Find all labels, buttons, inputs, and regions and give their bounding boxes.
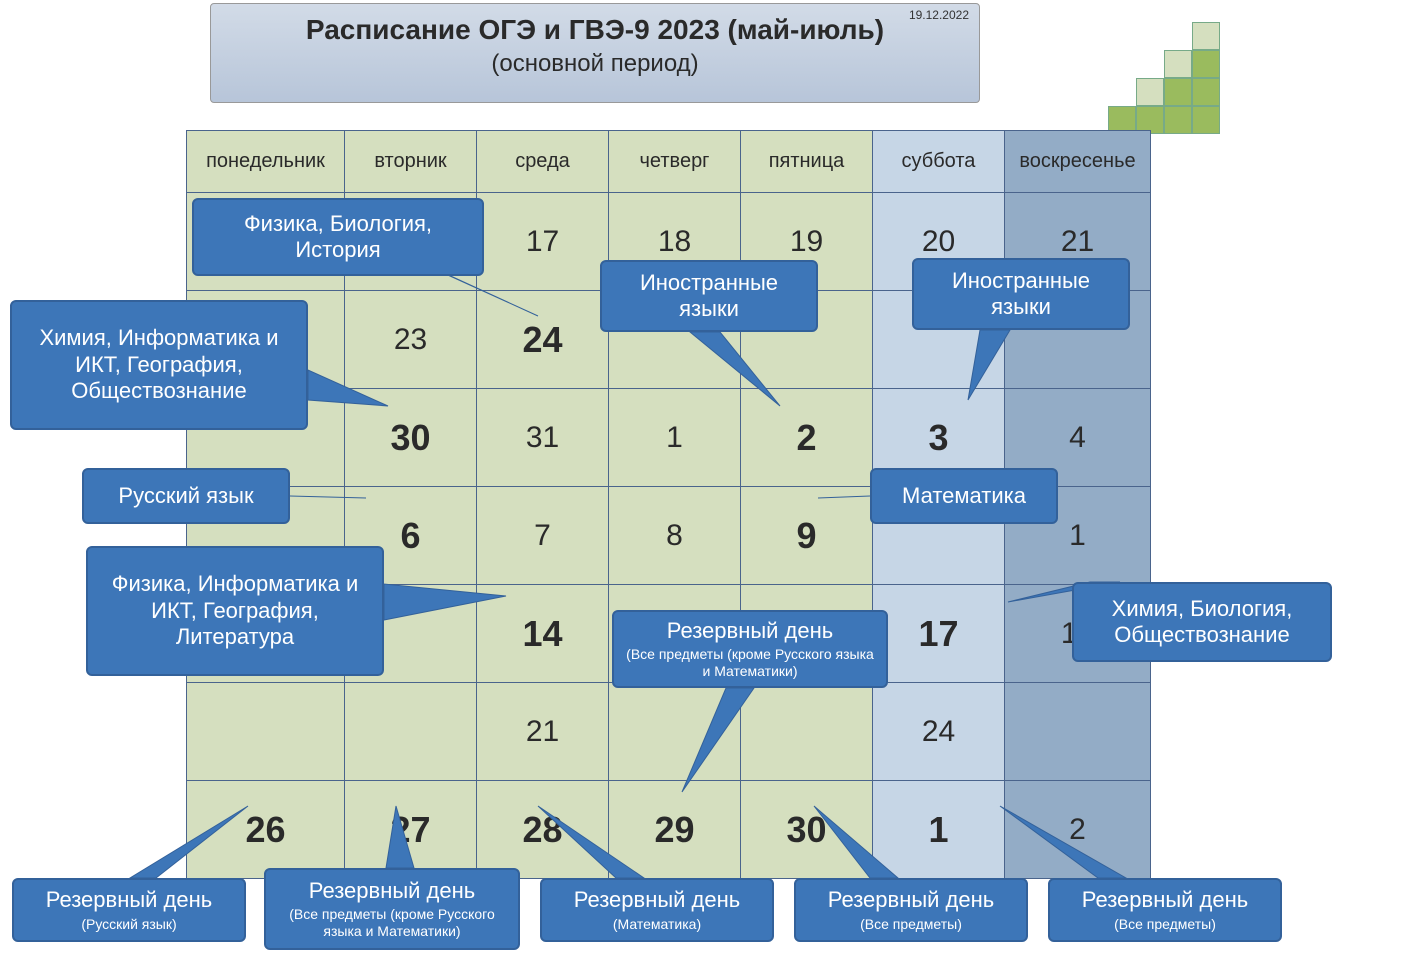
calendar-cell: 27 xyxy=(345,781,477,879)
calendar-cell: 1 xyxy=(609,389,741,487)
weekday-header: среда xyxy=(477,131,609,193)
callout-main: Резервный день xyxy=(24,887,234,913)
callout-c7: Физика, Информатика и ИКТ, География, Ли… xyxy=(86,546,384,676)
callout-r4: Резервный день (Все предметы) xyxy=(794,878,1028,942)
calendar-cell xyxy=(345,683,477,781)
callout-c5: Русский язык xyxy=(82,468,290,524)
deco-square xyxy=(1192,22,1220,50)
calendar-cell: 8 xyxy=(609,487,741,585)
callout-main: Русский язык xyxy=(94,483,278,509)
calendar-cell: 24 xyxy=(477,291,609,389)
weekday-header: четверг xyxy=(609,131,741,193)
calendar-header-row: понедельниквторниксредачетвергпятницасуб… xyxy=(187,131,1151,193)
callout-c8: Резервный день(Все предметы (кроме Русск… xyxy=(612,610,888,688)
calendar-cell: 31 xyxy=(477,389,609,487)
header-date: 19.12.2022 xyxy=(909,8,969,22)
callout-main: Иностранные языки xyxy=(612,270,806,323)
callout-sub: (Все предметы) xyxy=(806,916,1016,933)
calendar-cell: 7 xyxy=(477,487,609,585)
weekday-header: понедельник xyxy=(187,131,345,193)
calendar-cell: 30 xyxy=(741,781,873,879)
calendar-cell xyxy=(1005,683,1151,781)
calendar-cell: 30 xyxy=(345,389,477,487)
callout-sub: (Математика) xyxy=(552,916,762,933)
callout-main: Физика, Информатика и ИКТ, География, Ли… xyxy=(98,571,372,650)
callout-main: Резервный день xyxy=(624,618,876,644)
calendar-cell xyxy=(741,683,873,781)
calendar-row: 262728293012 xyxy=(187,781,1151,879)
deco-square xyxy=(1192,106,1220,134)
callout-c2: Иностранные языки xyxy=(600,260,818,332)
header-title: Расписание ОГЭ и ГВЭ-9 2023 (май-июль) xyxy=(211,14,979,46)
calendar-cell: 2 xyxy=(1005,781,1151,879)
callout-r3: Резервный день (Математика) xyxy=(540,878,774,942)
callout-sub: (Русский язык) xyxy=(24,916,234,933)
callout-c4: Химия, Информатика и ИКТ, География, Общ… xyxy=(10,300,308,430)
deco-square xyxy=(1164,106,1192,134)
deco-square xyxy=(1164,50,1192,78)
callout-r2: Резервный день(Все предметы (кроме Русск… xyxy=(264,868,520,950)
calendar-cell: 29 xyxy=(609,781,741,879)
calendar-cell: 1 xyxy=(873,781,1005,879)
callout-main: Математика xyxy=(882,483,1046,509)
deco-square xyxy=(1192,78,1220,106)
calendar-cell xyxy=(609,683,741,781)
callout-c3: Иностранные языки xyxy=(912,258,1130,330)
callout-main: Резервный день xyxy=(1060,887,1270,913)
callout-main: Химия, Биология, Обществознание xyxy=(1084,596,1320,649)
weekday-header: суббота xyxy=(873,131,1005,193)
calendar-cell: 21 xyxy=(477,683,609,781)
callout-main: Иностранные языки xyxy=(924,268,1118,321)
callout-sub: (Все предметы (кроме Русского языка и Ма… xyxy=(624,646,876,680)
callout-main: Физика, Биология, История xyxy=(204,211,472,264)
calendar-cell: 14 xyxy=(477,585,609,683)
calendar-cell xyxy=(187,683,345,781)
deco-square xyxy=(1192,50,1220,78)
callout-c6: Математика xyxy=(870,468,1058,524)
calendar-cell: 2 xyxy=(741,389,873,487)
callout-sub: (Все предметы (кроме Русского языка и Ма… xyxy=(276,906,508,940)
callout-main: Резервный день xyxy=(552,887,762,913)
calendar-row: 21 24 xyxy=(187,683,1151,781)
callout-c1: Физика, Биология, История xyxy=(192,198,484,276)
callout-main: Резервный день xyxy=(806,887,1016,913)
calendar-cell: 26 xyxy=(187,781,345,879)
header-band: 19.12.2022 Расписание ОГЭ и ГВЭ-9 2023 (… xyxy=(210,3,980,103)
callout-c9: Химия, Биология, Обществознание xyxy=(1072,582,1332,662)
deco-square xyxy=(1136,78,1164,106)
deco-square xyxy=(1164,78,1192,106)
calendar-cell: 24 xyxy=(873,683,1005,781)
decorative-squares xyxy=(1080,22,1220,132)
calendar-cell: 17 xyxy=(873,585,1005,683)
header-subtitle: (основной период) xyxy=(211,50,979,78)
weekday-header: вторник xyxy=(345,131,477,193)
schedule-canvas: 19.12.2022 Расписание ОГЭ и ГВЭ-9 2023 (… xyxy=(0,0,1418,977)
weekday-header: воскресенье xyxy=(1005,131,1151,193)
callout-r1: Резервный день (Русский язык) xyxy=(12,878,246,942)
callout-main: Резервный день xyxy=(276,878,508,904)
calendar-cell: 17 xyxy=(477,193,609,291)
calendar-cell: 9 xyxy=(741,487,873,585)
callout-main: Химия, Информатика и ИКТ, География, Общ… xyxy=(22,325,296,404)
callout-r5: Резервный день (Все предметы) xyxy=(1048,878,1282,942)
calendar-cell: 28 xyxy=(477,781,609,879)
callout-sub: (Все предметы) xyxy=(1060,916,1270,933)
weekday-header: пятница xyxy=(741,131,873,193)
calendar-cell: 23 xyxy=(345,291,477,389)
